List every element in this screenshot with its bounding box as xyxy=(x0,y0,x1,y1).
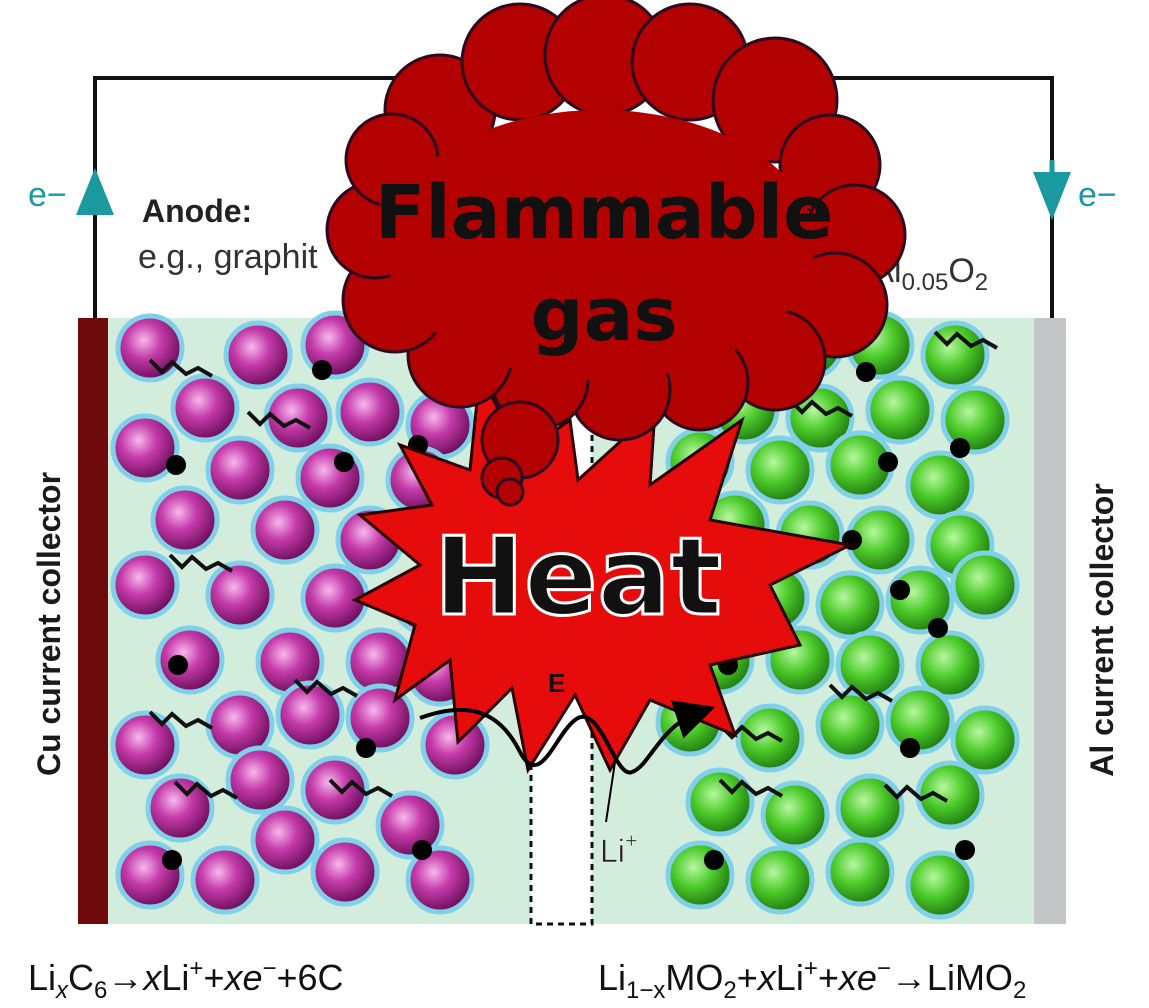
anode-particle xyxy=(190,845,260,915)
anode-particle xyxy=(205,560,275,630)
anode-reaction: LixC6→xLi++xe−+6C xyxy=(28,955,344,1004)
anode-particle xyxy=(110,413,180,483)
anode-particle xyxy=(275,680,345,750)
lithium-dot xyxy=(856,362,876,382)
heat-label: Heat xyxy=(434,515,722,640)
lithium-dot xyxy=(704,850,724,870)
cathode-particle xyxy=(815,570,885,640)
anode-particle xyxy=(250,805,320,875)
lithium-dot xyxy=(950,438,970,458)
electron-path-squiggle xyxy=(168,553,233,573)
cathode-particle xyxy=(835,773,905,843)
electron-path-squiggle xyxy=(828,683,893,703)
lithium-dot xyxy=(955,840,975,860)
cathode-particle xyxy=(825,837,895,907)
anode-particle xyxy=(345,683,415,753)
lithium-dot xyxy=(878,452,898,472)
anode-particle xyxy=(145,773,215,843)
anode-particle xyxy=(250,495,320,565)
gas-label-line1: Flammable xyxy=(375,170,834,256)
electron-path-squiggle xyxy=(718,778,783,798)
cathode-particle xyxy=(905,450,975,520)
cathode-particle xyxy=(685,767,755,837)
cu-current-collector xyxy=(78,318,108,924)
ion-leader-line xyxy=(605,761,616,823)
electron-path-squiggle xyxy=(148,710,213,730)
anode-particle xyxy=(310,837,380,907)
lithium-dot xyxy=(928,618,948,638)
cathode-particle xyxy=(745,845,815,915)
electron-path-squiggle xyxy=(883,783,948,803)
anode-particle xyxy=(225,745,295,815)
electron-path-squiggle xyxy=(788,398,853,418)
lithium-ion-path xyxy=(419,700,716,775)
flammable-gas-cloud xyxy=(325,0,907,507)
heat-burst xyxy=(351,366,855,775)
cathode-particle xyxy=(950,550,1020,620)
anode-particle xyxy=(205,435,275,505)
lithium-dot xyxy=(412,840,432,860)
cathode-particle xyxy=(745,435,815,505)
anode-particle xyxy=(223,320,293,390)
cathode-particle xyxy=(905,850,975,920)
lithium-dot xyxy=(890,580,910,600)
electron-up-arrow-icon xyxy=(76,168,114,215)
electron-down-arrow-icon xyxy=(1033,160,1071,220)
electron-path-squiggle xyxy=(173,780,238,800)
anode-particle xyxy=(150,485,220,555)
cathode-particle xyxy=(920,320,990,390)
electron-path-squiggle xyxy=(328,778,393,798)
electron-path-squiggle xyxy=(148,358,213,378)
cathode-particle xyxy=(885,685,955,755)
lithium-dot xyxy=(900,738,920,758)
anode-particle xyxy=(300,755,370,825)
lithium-dot xyxy=(168,655,188,675)
cathode-particle xyxy=(665,840,735,910)
anode-particle xyxy=(405,845,475,915)
lithium-dot xyxy=(334,452,354,472)
cathode-particle xyxy=(835,630,905,700)
ion-label: Li+ xyxy=(600,828,638,869)
anode-title: Anode: xyxy=(142,193,252,229)
cathode-particle xyxy=(815,690,885,760)
cu-collector-label: Cu current collector xyxy=(31,472,67,776)
cathode-particle xyxy=(940,385,1010,455)
electron-path-squiggle xyxy=(246,410,311,430)
anode-particle xyxy=(115,313,185,383)
anode-particle xyxy=(170,373,240,443)
gas-label-line2: gas xyxy=(531,272,678,358)
anode-example: e.g., graphit xyxy=(138,238,318,276)
anode-particle xyxy=(110,710,180,780)
lithium-dot xyxy=(356,738,376,758)
al-current-collector xyxy=(1034,318,1066,924)
cathode-reaction: Li1−xMO2+xLi++xe−→LiMO2 xyxy=(598,955,1026,1004)
electron-label-right: e− xyxy=(1078,176,1117,214)
electron-path-squiggle xyxy=(293,678,358,698)
electron-path-squiggle xyxy=(718,723,783,743)
al-collector-label: Al current collector xyxy=(1084,483,1120,776)
cathode-particle xyxy=(865,375,935,445)
anode-particle xyxy=(155,625,225,695)
cathode-particle xyxy=(915,630,985,700)
anode-particle xyxy=(295,443,365,513)
lithium-dot xyxy=(162,850,182,870)
cathode-particle xyxy=(950,705,1020,775)
electron-path-squiggle xyxy=(933,330,998,350)
lithium-dot xyxy=(166,455,186,475)
electron-label-left: e− xyxy=(28,176,67,214)
anode-particle xyxy=(335,377,405,447)
cathode-particle xyxy=(760,780,830,850)
lithium-dot xyxy=(312,360,332,380)
cathode-particle xyxy=(735,703,805,773)
separator-label-partial: E xyxy=(548,668,565,698)
anode-particle xyxy=(110,550,180,620)
